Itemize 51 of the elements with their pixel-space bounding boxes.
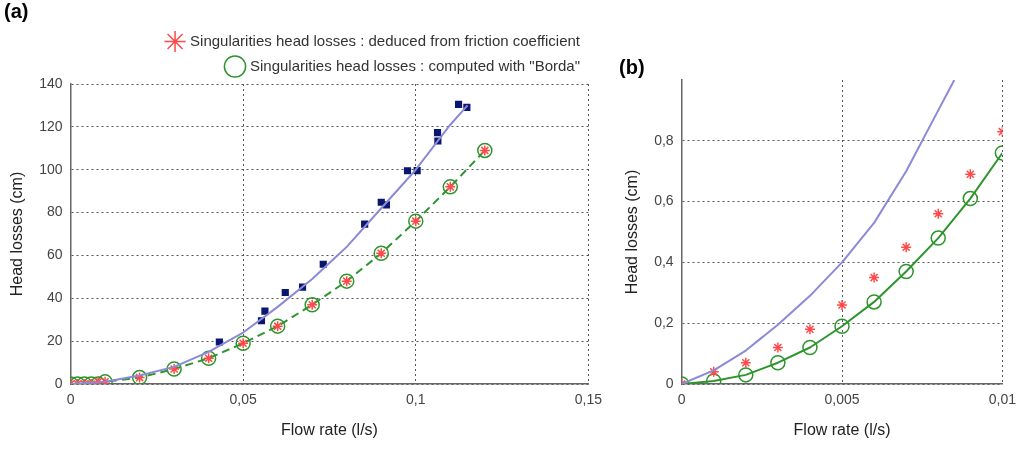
point	[866, 294, 882, 310]
y-tick-label: 100	[39, 160, 63, 177]
point	[215, 338, 223, 346]
x-tick-label: 0,005	[824, 391, 860, 408]
point	[962, 190, 979, 207]
y-tick-label: 140	[39, 74, 63, 91]
x-tick-label: 0,01	[988, 391, 1017, 408]
chart-title: (b)	[619, 55, 645, 78]
point	[930, 230, 946, 246]
y-tick-label: 0,6	[654, 192, 674, 209]
x-tick-label: 0	[66, 391, 75, 408]
x-tick-label: 0	[677, 391, 686, 408]
point	[900, 241, 912, 253]
legend-label: Singularities head losses : deduced from friction coefficient	[190, 31, 581, 49]
point	[707, 366, 720, 378]
y-tick-label: 0,2	[654, 314, 674, 331]
y-tick-label: 0,4	[654, 253, 674, 270]
chart-title: (a)	[4, 0, 29, 22]
y-tick-label: 40	[46, 289, 63, 306]
x-tick-label: 0,1	[406, 391, 426, 408]
point	[804, 323, 816, 336]
x-axis-title: Flow rate (l/s)	[793, 420, 891, 438]
point	[802, 339, 818, 356]
point	[772, 341, 784, 354]
point	[836, 299, 848, 311]
point	[834, 318, 850, 334]
point	[964, 168, 977, 180]
point	[898, 263, 914, 280]
point	[738, 367, 754, 383]
point	[770, 354, 786, 371]
point	[433, 129, 442, 137]
point	[932, 208, 944, 220]
y-tick-label: 0	[54, 374, 63, 391]
point	[281, 288, 289, 297]
point	[261, 307, 269, 315]
y-tick-label: 0	[665, 374, 674, 391]
legend-label: Singularities head losses : computed with "Borda"	[250, 56, 581, 74]
point	[403, 167, 412, 175]
x-tick-label: 0,05	[229, 391, 257, 408]
point	[868, 271, 880, 284]
y-tick-label: 0,8	[654, 131, 674, 148]
point	[455, 100, 463, 108]
x-tick-label: 0,15	[574, 391, 603, 408]
x-axis-title: Flow rate (l/s)	[281, 420, 378, 438]
y-tick-label: 20	[46, 332, 63, 348]
y-tick-label: 60	[46, 246, 63, 263]
y-axis-title: Head losses (cm)	[8, 171, 26, 297]
y-tick-label: 80	[46, 203, 63, 220]
point	[740, 356, 752, 369]
y-tick-label: 120	[39, 117, 63, 134]
y-axis-title: Head losses (cm)	[623, 169, 641, 295]
